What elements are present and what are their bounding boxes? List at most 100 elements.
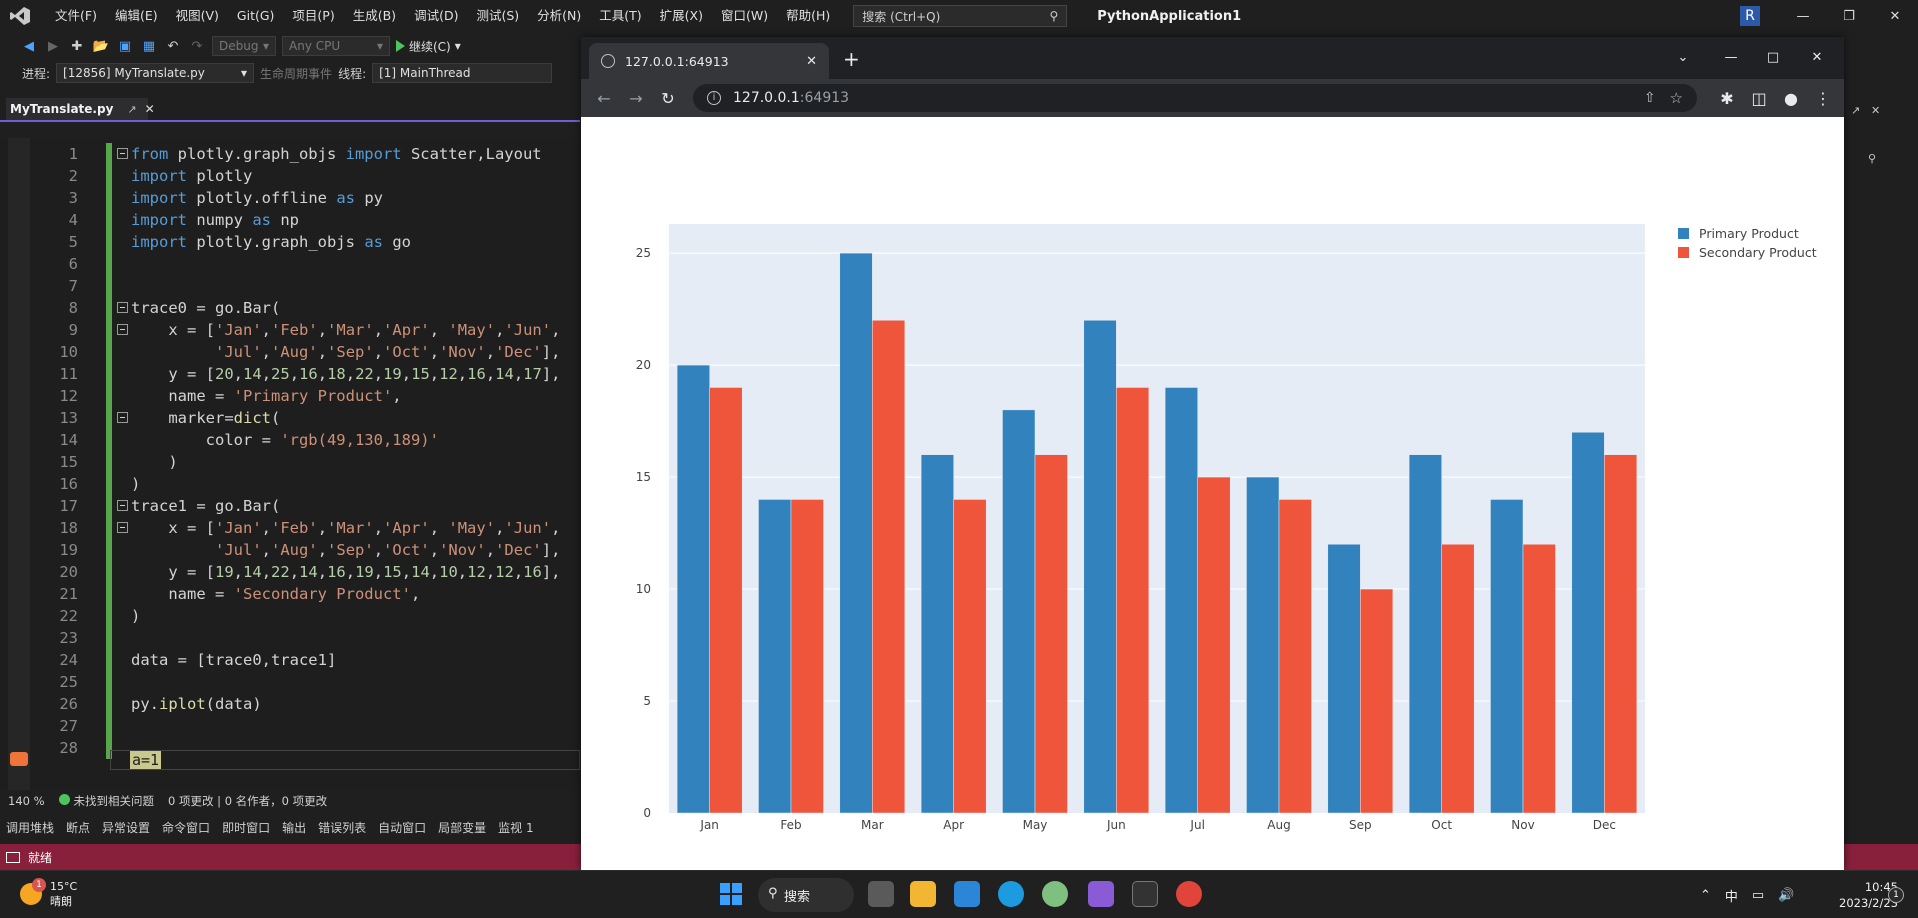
vs-close-icon[interactable]: ✕ (1889, 8, 1901, 24)
side-panel-icon[interactable]: ◫ (1751, 88, 1767, 108)
chrome-close-icon[interactable]: ✕ (1811, 49, 1823, 65)
menu-view[interactable]: 视图(V) (175, 8, 219, 23)
fold-toggle-icon[interactable] (117, 412, 128, 423)
pin-icon[interactable]: ↗ (1851, 104, 1861, 117)
bar-secondary-apr[interactable] (953, 499, 987, 814)
chrome-taskbar-icon[interactable] (1176, 881, 1202, 907)
bar-primary-jun[interactable] (1083, 320, 1117, 814)
bookmark-star-icon[interactable]: ☆ (1669, 89, 1683, 107)
continue-button[interactable]: 继续(C) ▾ (396, 38, 461, 55)
config-select[interactable]: Debug ▾ (212, 36, 276, 56)
bar-secondary-jun[interactable] (1116, 387, 1150, 814)
chrome-menu-icon[interactable]: ⋮ (1815, 88, 1831, 108)
reload-icon[interactable]: ↻ (661, 88, 675, 108)
menu-test[interactable]: 测试(S) (476, 8, 520, 23)
tab-mytranslate[interactable]: MyTranslate.py ↗ ✕ (6, 98, 155, 120)
breakpoint-gutter[interactable] (8, 138, 30, 790)
edge-icon[interactable] (998, 881, 1024, 907)
bar-primary-feb[interactable] (758, 499, 792, 814)
lifecycle-events-button[interactable]: 生命周期事件 (260, 66, 333, 81)
tab-locals[interactable]: 局部变量 (438, 820, 487, 835)
bar-secondary-nov[interactable] (1522, 544, 1556, 814)
chrome-maximize-icon[interactable]: □ (1766, 49, 1780, 65)
tab-call-stack[interactable]: 调用堆栈 (6, 820, 55, 835)
process-select[interactable]: [12856] MyTranslate.py ▾ (56, 63, 255, 83)
bar-primary-oct[interactable] (1408, 454, 1442, 814)
network-icon[interactable]: ▭ (1751, 887, 1765, 903)
tab-immediate-window[interactable]: 即时窗口 (222, 820, 271, 835)
bar-primary-jan[interactable] (676, 364, 710, 814)
issues-indicator[interactable]: 未找到相关问题 (58, 793, 154, 809)
platform-select[interactable]: Any CPU ▾ (282, 36, 390, 56)
undo-icon[interactable]: ↶ (167, 38, 179, 54)
bar-primary-nov[interactable] (1490, 499, 1524, 814)
vs-minimize-icon[interactable]: — (1796, 8, 1810, 24)
changes-indicator[interactable]: 0 项更改 | 0 名作者，0 项更改 (168, 794, 328, 808)
weather-widget[interactable]: 1 15°C 晴朗 (20, 878, 77, 909)
bar-primary-dec[interactable] (1571, 432, 1605, 814)
ime-indicator[interactable]: 中 (1724, 889, 1738, 905)
menu-edit[interactable]: 编辑(E) (114, 8, 158, 23)
navigate-back-icon[interactable]: ◀ (24, 38, 34, 54)
search-icon[interactable]: ⚲ (1868, 152, 1877, 165)
fold-toggle-icon[interactable] (117, 522, 128, 533)
share-icon[interactable]: ⇧ (1643, 90, 1656, 106)
extensions-icon[interactable]: ✱ (1720, 88, 1734, 108)
menu-project[interactable]: 项目(P) (292, 8, 335, 23)
new-project-icon[interactable]: ✚ (71, 38, 83, 54)
tab-search-chevron-icon[interactable]: ⌄ (1677, 49, 1689, 65)
address-bar[interactable]: i 127.0.0.1:64913 ⇧ ☆ (693, 84, 1697, 112)
forward-icon[interactable]: → (629, 88, 643, 108)
tab-command-window[interactable]: 命令窗口 (162, 820, 211, 835)
pin-icon[interactable]: ↗ (127, 102, 137, 116)
start-windows-icon[interactable] (720, 883, 742, 905)
bar-secondary-dec[interactable] (1604, 454, 1638, 814)
task-view-icon[interactable] (868, 881, 894, 907)
taskbar-search[interactable]: ⚲ 搜索 (758, 878, 854, 912)
bar-primary-sep[interactable] (1327, 544, 1361, 814)
fold-toggle-icon[interactable] (117, 324, 128, 335)
menu-window[interactable]: 窗口(W) (720, 8, 769, 23)
bar-primary-aug[interactable] (1246, 476, 1280, 814)
legend-item-primary[interactable]: Primary Product (1678, 224, 1817, 243)
bar-secondary-oct[interactable] (1441, 544, 1475, 814)
close-tab-icon[interactable]: ✕ (144, 102, 155, 116)
redo-icon[interactable]: ↷ (191, 38, 203, 54)
bar-secondary-mar[interactable] (872, 320, 906, 814)
open-file-icon[interactable]: 📂 (92, 38, 110, 54)
bar-secondary-sep[interactable] (1360, 588, 1394, 814)
save-all-icon[interactable]: ▦ (142, 38, 156, 54)
profile-icon[interactable]: ● (1784, 88, 1798, 108)
tab-watch-1[interactable]: 监视 1 (498, 820, 534, 835)
menu-analyze[interactable]: 分析(N) (537, 8, 582, 23)
chrome-tab-active[interactable]: 127.0.0.1:64913 ✕ (589, 43, 829, 79)
menu-extensions[interactable]: 扩展(X) (659, 8, 703, 23)
notification-badge[interactable]: 1 (1888, 887, 1904, 903)
vs-restore-icon[interactable]: ❐ (1843, 8, 1855, 24)
tab-autos[interactable]: 自动窗口 (378, 820, 427, 835)
menu-help[interactable]: 帮助(H) (786, 8, 831, 23)
menu-build[interactable]: 生成(B) (352, 8, 397, 23)
bar-secondary-may[interactable] (1034, 454, 1068, 814)
file-explorer-icon[interactable] (910, 881, 936, 907)
bar-secondary-feb[interactable] (790, 499, 824, 814)
site-info-icon[interactable]: i (707, 91, 721, 105)
menu-file[interactable]: 文件(F) (55, 8, 97, 23)
chevron-up-icon[interactable]: ⌃ (1700, 887, 1711, 903)
back-icon[interactable]: ← (597, 88, 611, 108)
bar-secondary-aug[interactable] (1278, 499, 1312, 814)
menu-git[interactable]: Git(G) (236, 8, 275, 23)
terminal-icon[interactable] (1132, 881, 1158, 907)
save-icon[interactable]: ▣ (118, 38, 132, 54)
close-icon[interactable]: ✕ (1871, 104, 1881, 117)
fold-toggle-icon[interactable] (117, 500, 128, 511)
new-tab-icon[interactable]: + (843, 47, 860, 71)
visual-studio-taskbar-icon[interactable] (1088, 881, 1114, 907)
account-avatar[interactable]: R (1740, 6, 1760, 26)
bar-primary-mar[interactable] (839, 252, 873, 814)
chat-app-icon[interactable] (1042, 881, 1068, 907)
bar-secondary-jan[interactable] (709, 387, 743, 814)
vs-search-box[interactable]: 搜索 (Ctrl+Q) ⚲ (853, 5, 1068, 27)
tab-breakpoints[interactable]: 断点 (66, 820, 91, 835)
tab-output[interactable]: 输出 (282, 820, 307, 835)
